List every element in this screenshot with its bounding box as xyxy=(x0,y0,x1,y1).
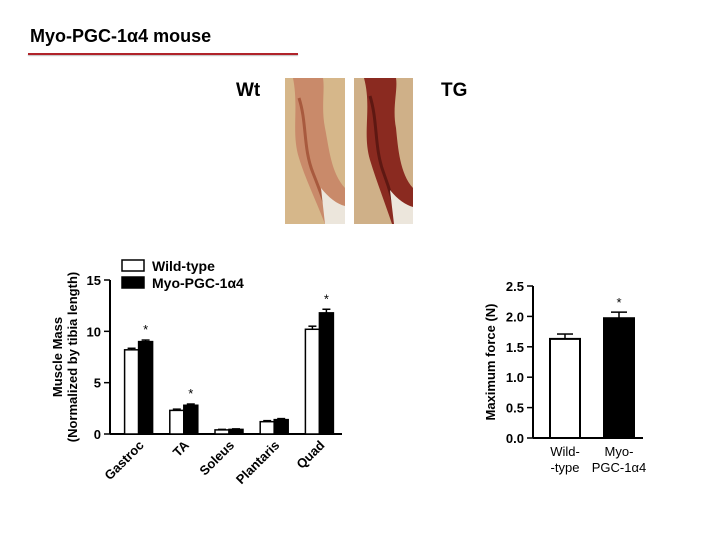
title-underline xyxy=(28,53,298,55)
legend-label: Myo-PGC-1α4 xyxy=(152,275,244,291)
transgenic-leg-photo xyxy=(354,78,413,224)
x-tick-label: Gastroc xyxy=(101,438,146,483)
x-tick-label: Soleus xyxy=(196,438,237,479)
y-axis-label: Maximum force (N) xyxy=(483,303,498,420)
y-axis-label-line1: Muscle Mass xyxy=(50,317,65,397)
maximum-force-chart: 0.0 0.5 1.0 1.5 2.0 2.5 Maximum force (N) Wild-… xyxy=(483,279,646,475)
significance-marker: * xyxy=(143,322,148,337)
bar xyxy=(304,328,321,435)
y-tick-label: 2.0 xyxy=(506,309,524,324)
y-axis-label-line2: (Normalized by tibia length) xyxy=(65,272,80,442)
x-tick-label-line2: PGC-1α4 xyxy=(592,460,646,475)
y-tick-label: 15 xyxy=(87,273,101,288)
slide-title: Myo-PGC-1α4 mouse xyxy=(30,26,212,46)
x-tick-label: TA xyxy=(170,437,193,460)
legend-swatch xyxy=(121,276,145,289)
muscle-mass-chart: 0 5 10 15 Muscle Mass (Normalized by tibia le… xyxy=(50,258,342,487)
legend-label: Wild-type xyxy=(152,258,215,274)
bar xyxy=(123,349,140,435)
bar xyxy=(603,317,635,439)
y-tick-label: 1.5 xyxy=(506,340,524,355)
significance-marker: * xyxy=(188,386,193,401)
y-tick-label: 1.0 xyxy=(506,370,524,385)
y-tick-label: 10 xyxy=(87,324,101,339)
y-tick-label: 0 xyxy=(94,427,101,442)
bar xyxy=(137,340,154,435)
significance-marker: * xyxy=(616,295,621,310)
y-tick-label: 0.0 xyxy=(506,431,524,446)
x-tick-label: Plantaris xyxy=(233,438,282,487)
tg-photo-label: TG xyxy=(441,80,468,101)
y-tick-label: 0.5 xyxy=(506,401,524,416)
bar xyxy=(169,409,185,435)
bar xyxy=(318,312,335,435)
significance-marker: * xyxy=(324,291,329,306)
bar xyxy=(549,337,581,439)
bar xyxy=(228,428,244,435)
x-tick-label-line2: -type xyxy=(551,460,580,475)
bar xyxy=(273,418,289,435)
y-tick-label: 5 xyxy=(94,376,101,391)
bar xyxy=(183,404,199,435)
wild-type-leg-photo xyxy=(285,78,345,224)
x-tick-label: Quad xyxy=(293,437,327,471)
x-tick-label-line1: Wild- xyxy=(550,444,580,459)
legend-swatch xyxy=(121,259,145,272)
bar xyxy=(259,420,275,435)
wt-photo-label: Wt xyxy=(236,80,261,101)
y-tick-label: 2.5 xyxy=(506,279,524,294)
bar xyxy=(214,429,230,435)
x-tick-label-line1: Myo- xyxy=(605,444,634,459)
